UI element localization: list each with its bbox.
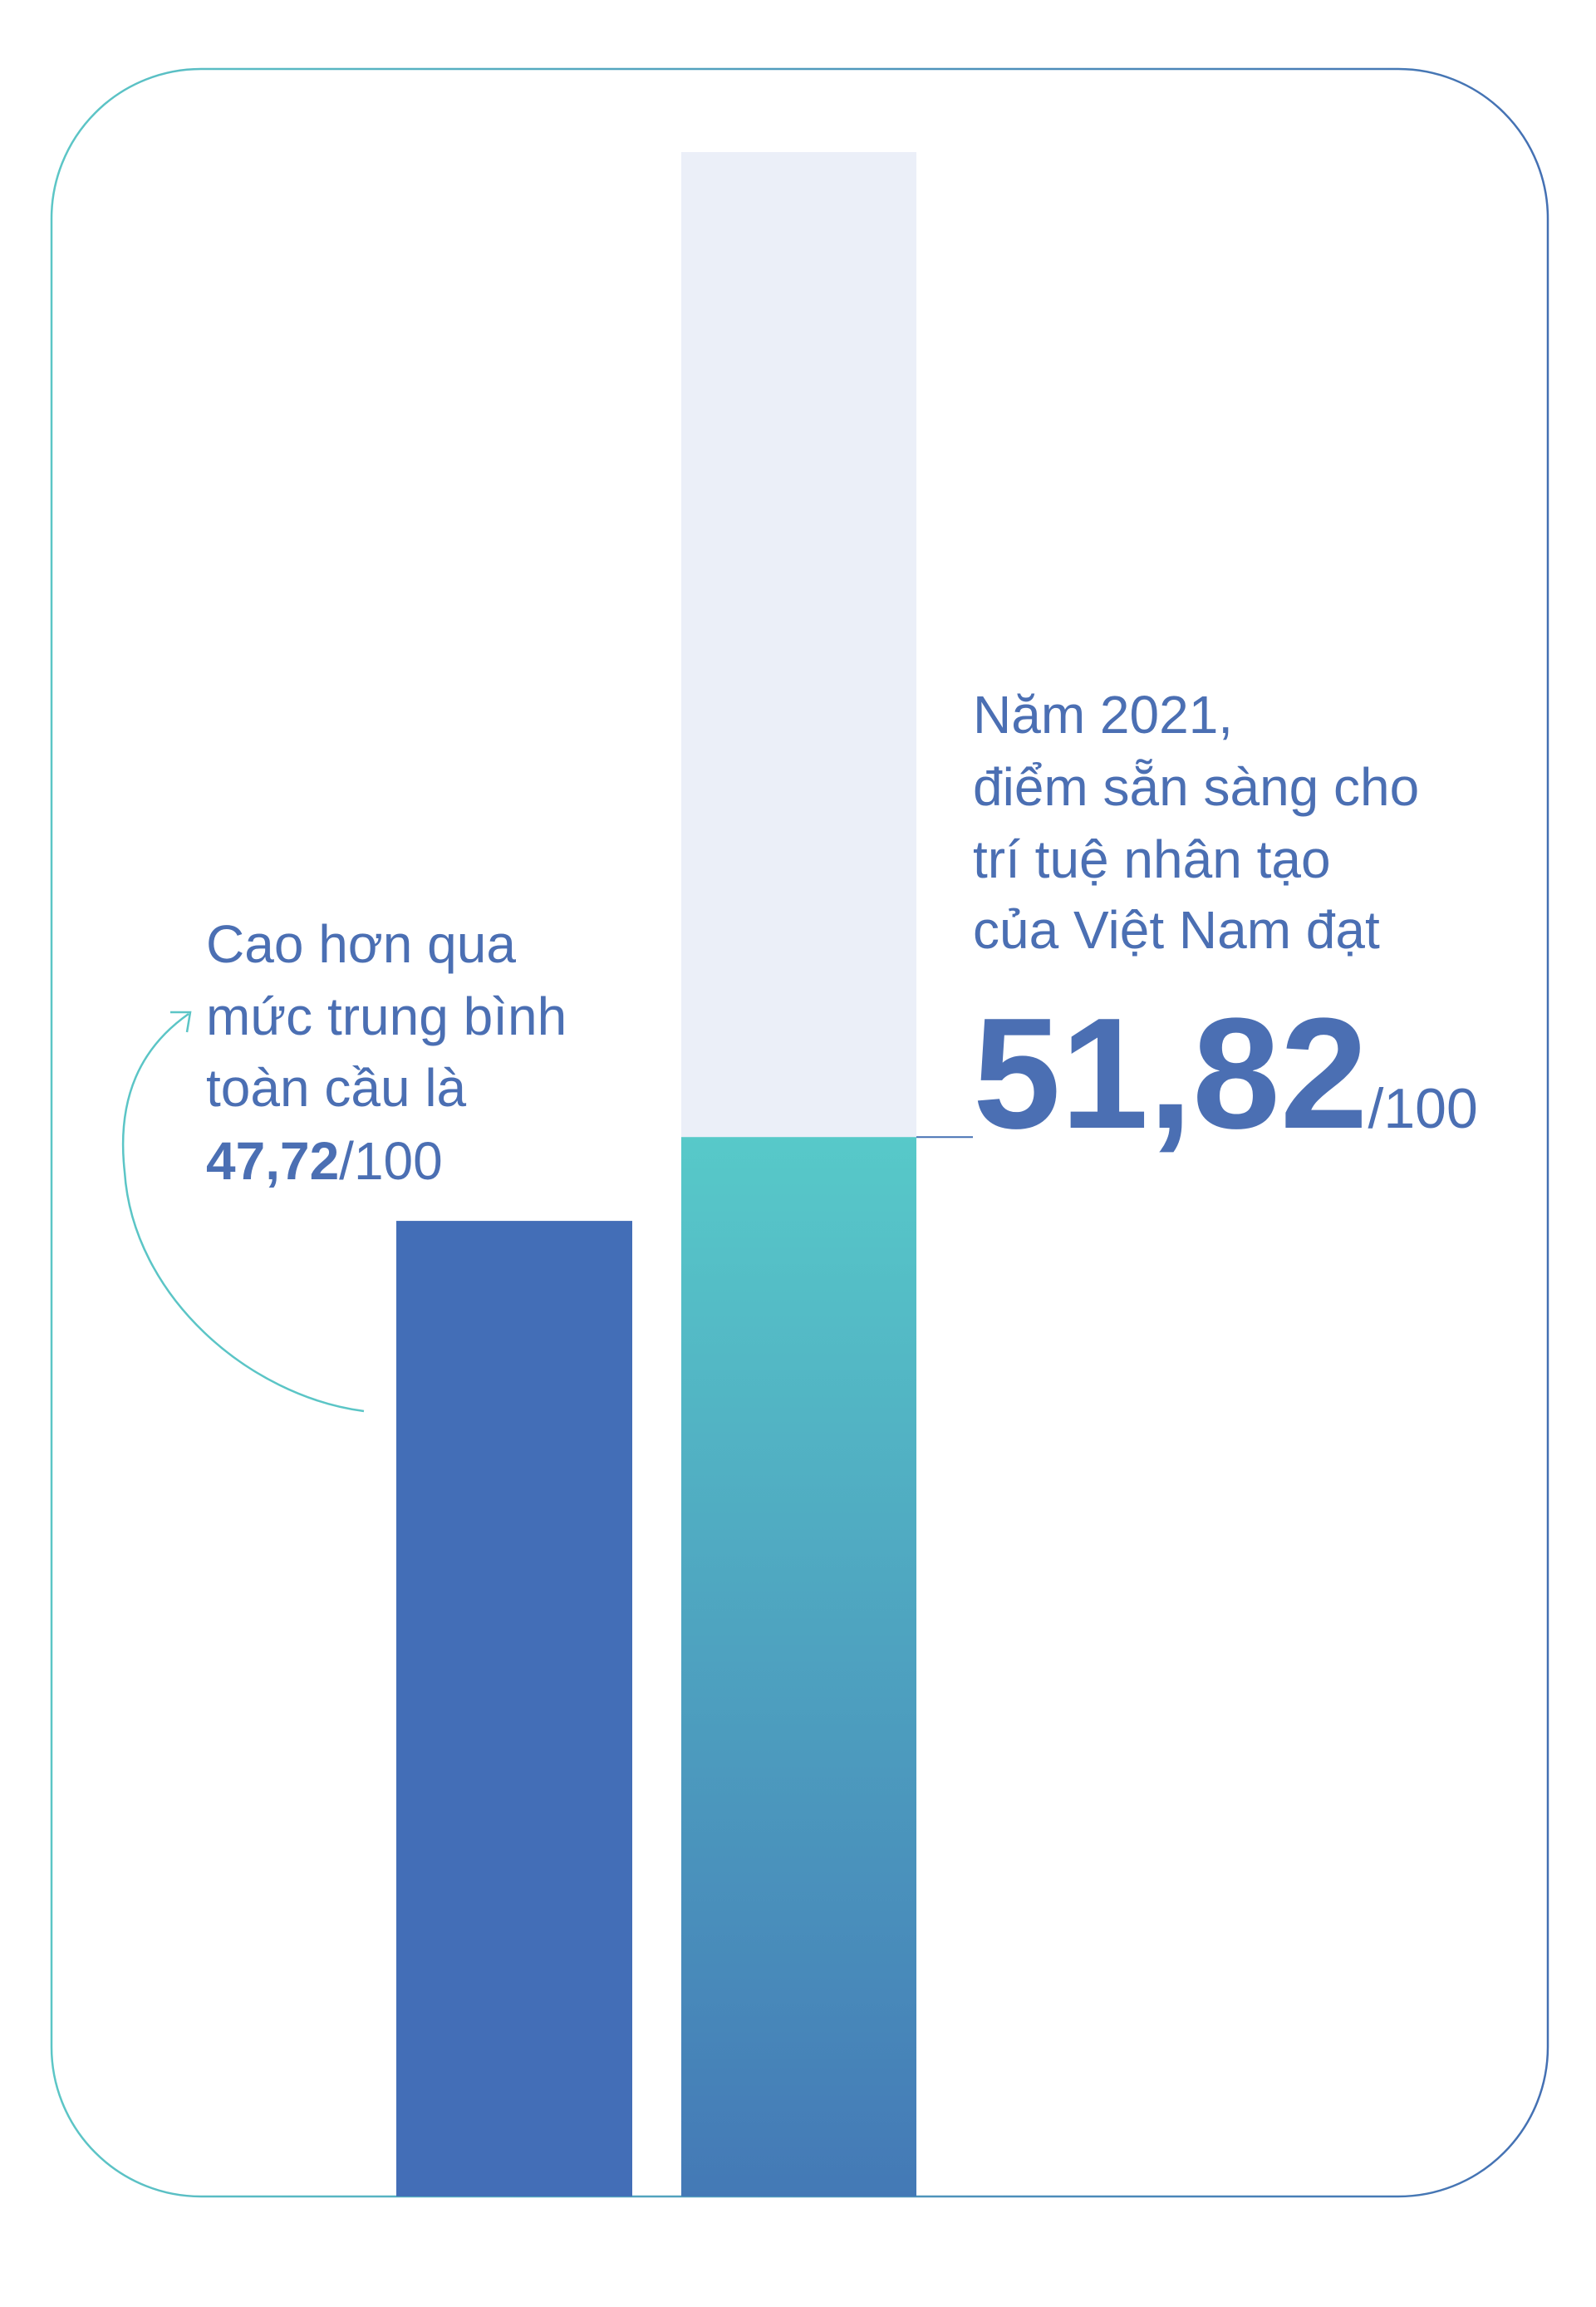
annotation-line: Năm 2021, xyxy=(973,685,1233,745)
value-number: 51,82 xyxy=(973,986,1368,1162)
bar xyxy=(681,1137,916,2196)
annotation-line: trí tuệ nhân tạo xyxy=(973,829,1331,889)
value-label: 51,82/100 xyxy=(973,986,1478,1162)
scale-label: /100 xyxy=(339,1131,443,1191)
value-label: 47,72/100 xyxy=(206,1131,443,1191)
bar xyxy=(396,1221,632,2196)
annotation-line: điểm sẵn sàng cho xyxy=(973,757,1419,817)
annotation-line: Cao hơn qua xyxy=(206,914,516,974)
arrow xyxy=(121,1012,365,1413)
arrow-head xyxy=(170,1011,192,1033)
value-number: 47,72 xyxy=(206,1131,339,1191)
annotation-line: mức trung bình xyxy=(206,986,567,1046)
annotation-line: của Việt Nam đạt xyxy=(973,900,1380,960)
annotation-line: toàn cầu là xyxy=(206,1058,467,1118)
scale-label: /100 xyxy=(1368,1077,1477,1140)
